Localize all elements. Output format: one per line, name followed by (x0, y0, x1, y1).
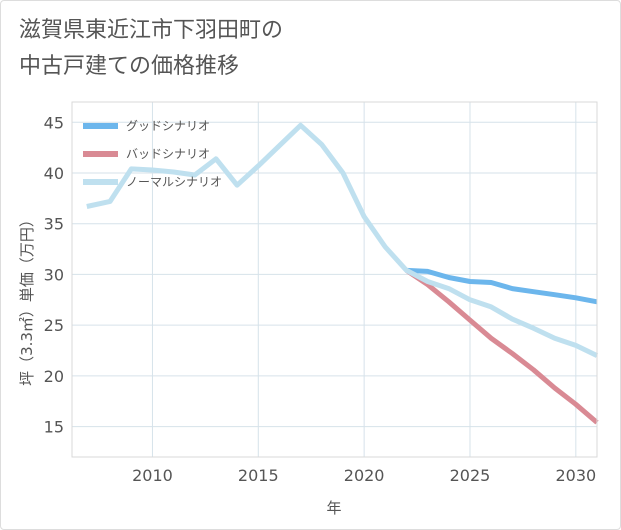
x-tick-label: 2020 (344, 466, 385, 485)
chart-title-line-2: 中古戸建ての価格推移 (19, 54, 240, 79)
y-tick-label: 20 (44, 367, 64, 386)
x-tick-label: 2025 (450, 466, 491, 485)
legend-label: バッドシナリオ (126, 147, 210, 161)
y-axis-label: 坪（3.3㎡）単価（万円） (18, 212, 36, 386)
y-tick-label: 45 (44, 113, 64, 132)
x-tick-label: 2030 (555, 466, 596, 485)
legend-label: グッドシナリオ (126, 119, 210, 133)
y-tick-label: 25 (44, 316, 64, 335)
series-line (406, 267, 598, 305)
y-tick-label: 35 (44, 215, 64, 234)
x-tick-label: 2010 (132, 466, 173, 485)
series-line (86, 122, 599, 358)
y-tick-label: 40 (44, 164, 64, 183)
x-tick-label: 2015 (238, 466, 279, 485)
legend-label: ノーマルシナリオ (126, 175, 222, 189)
y-tick-label: 30 (44, 265, 64, 284)
plot-area-border (71, 101, 598, 458)
y-tick-label: 15 (44, 418, 64, 437)
chart-title-line-1: 滋賀県東近江市下羽田町の (19, 18, 284, 43)
x-axis-label: 年 (326, 499, 341, 517)
series-lines (86, 122, 599, 425)
series-line (405, 268, 599, 425)
chart-title: 滋賀県東近江市下羽田町の 中古戸建ての価格推移 (19, 13, 579, 85)
